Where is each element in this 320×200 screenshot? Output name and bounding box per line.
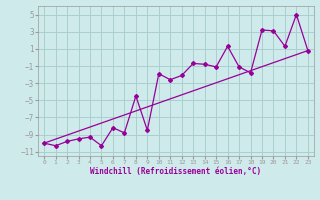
X-axis label: Windchill (Refroidissement éolien,°C): Windchill (Refroidissement éolien,°C) [91,167,261,176]
